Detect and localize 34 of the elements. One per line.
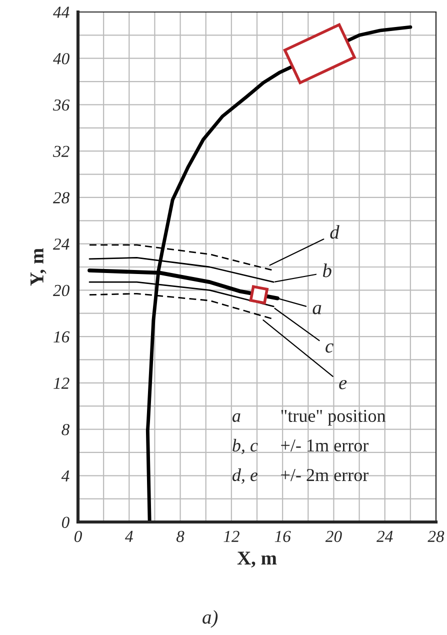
annotation: "true" position <box>281 410 386 426</box>
y-axis-title: Y, m <box>30 248 46 286</box>
y-tick-label: 32 <box>52 146 70 158</box>
x-axis-title: X, m <box>237 552 277 568</box>
annotation: b <box>322 264 332 278</box>
y-tick-label: 4 <box>61 470 70 482</box>
annotation: d <box>330 225 340 239</box>
y-tick-label: 16 <box>54 331 70 342</box>
y-tick-label: 8 <box>62 424 70 436</box>
x-tick-label: 28 <box>428 530 444 542</box>
annotation: +/- 1m error <box>281 439 368 452</box>
annotation: +/- 2m error <box>281 468 368 482</box>
annotation: a <box>232 413 240 422</box>
y-tick-label: 20 <box>53 284 70 296</box>
annotation: e <box>339 380 347 390</box>
y-tick-label: 36 <box>52 99 70 111</box>
x-tick-label: 4 <box>125 530 133 542</box>
y-tick-label: 12 <box>54 378 70 389</box>
y-tick-label: 40 <box>53 53 70 64</box>
y-tick-label: 0 <box>62 516 70 528</box>
y-tick-label: 44 <box>53 6 70 18</box>
annotation: a <box>312 304 322 314</box>
x-tick-label: 12 <box>224 530 240 542</box>
x-tick-label: 16 <box>274 530 291 542</box>
annotation: d, e <box>232 468 258 484</box>
x-tick-label: 8 <box>176 530 184 542</box>
annotation: c <box>326 343 334 353</box>
y-tick-label: 28 <box>53 192 70 204</box>
text: a) <box>202 610 218 628</box>
x-tick-label: 24 <box>376 530 393 542</box>
x-tick-label: 0 <box>74 530 82 542</box>
x-tick-label: 20 <box>325 530 342 542</box>
y-tick-label: 24 <box>53 238 70 250</box>
annotation: b, c <box>232 438 258 454</box>
